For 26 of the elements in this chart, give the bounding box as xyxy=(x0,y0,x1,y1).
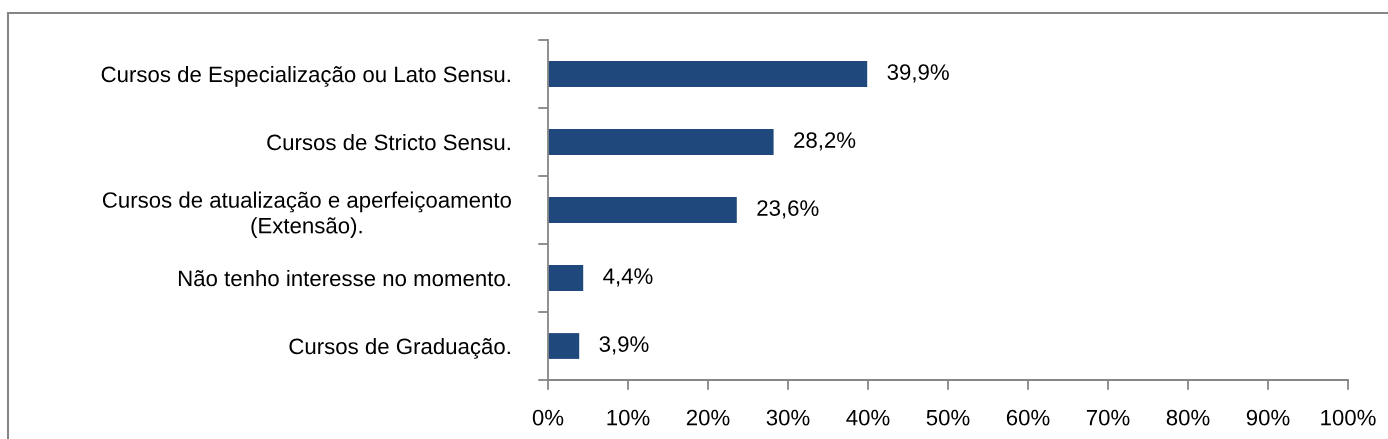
bar xyxy=(548,333,580,359)
y-tick-label: Não tenho interesse no momento. xyxy=(178,269,510,287)
y-tick-label: Cursos de Especialização ou Lato Sensu. xyxy=(101,65,510,87)
data-label: 4,4% xyxy=(603,268,653,287)
x-tick-label: 100% xyxy=(1321,409,1376,426)
data-label: 23,6% xyxy=(757,200,819,219)
data-label: 3,9% xyxy=(599,336,649,355)
bar xyxy=(548,129,774,155)
bar xyxy=(548,61,868,87)
bar xyxy=(548,197,737,223)
x-tick-label: 30% xyxy=(766,409,810,426)
y-tick-label: Cursos de Graduação. xyxy=(289,337,510,359)
x-tick-label: 0% xyxy=(532,409,564,426)
x-tick-label: 60% xyxy=(1006,409,1050,426)
bar xyxy=(548,265,584,291)
x-tick-label: 90% xyxy=(1246,409,1290,426)
data-label: 39,9% xyxy=(887,64,949,83)
x-tick-label: 80% xyxy=(1166,409,1210,426)
x-tick-label: 10% xyxy=(607,409,650,426)
x-tick-label: 70% xyxy=(1086,409,1130,426)
y-tick-label: Cursos de Stricto Sensu. xyxy=(267,133,510,151)
y-tick-label: Cursos de atualização e aperfeiçoamento (Extensão). xyxy=(102,191,511,238)
x-tick-label: 50% xyxy=(926,409,970,426)
x-tick-label: 20% xyxy=(686,409,730,426)
data-label: 28,2% xyxy=(794,132,856,151)
x-tick-label: 40% xyxy=(846,409,890,426)
